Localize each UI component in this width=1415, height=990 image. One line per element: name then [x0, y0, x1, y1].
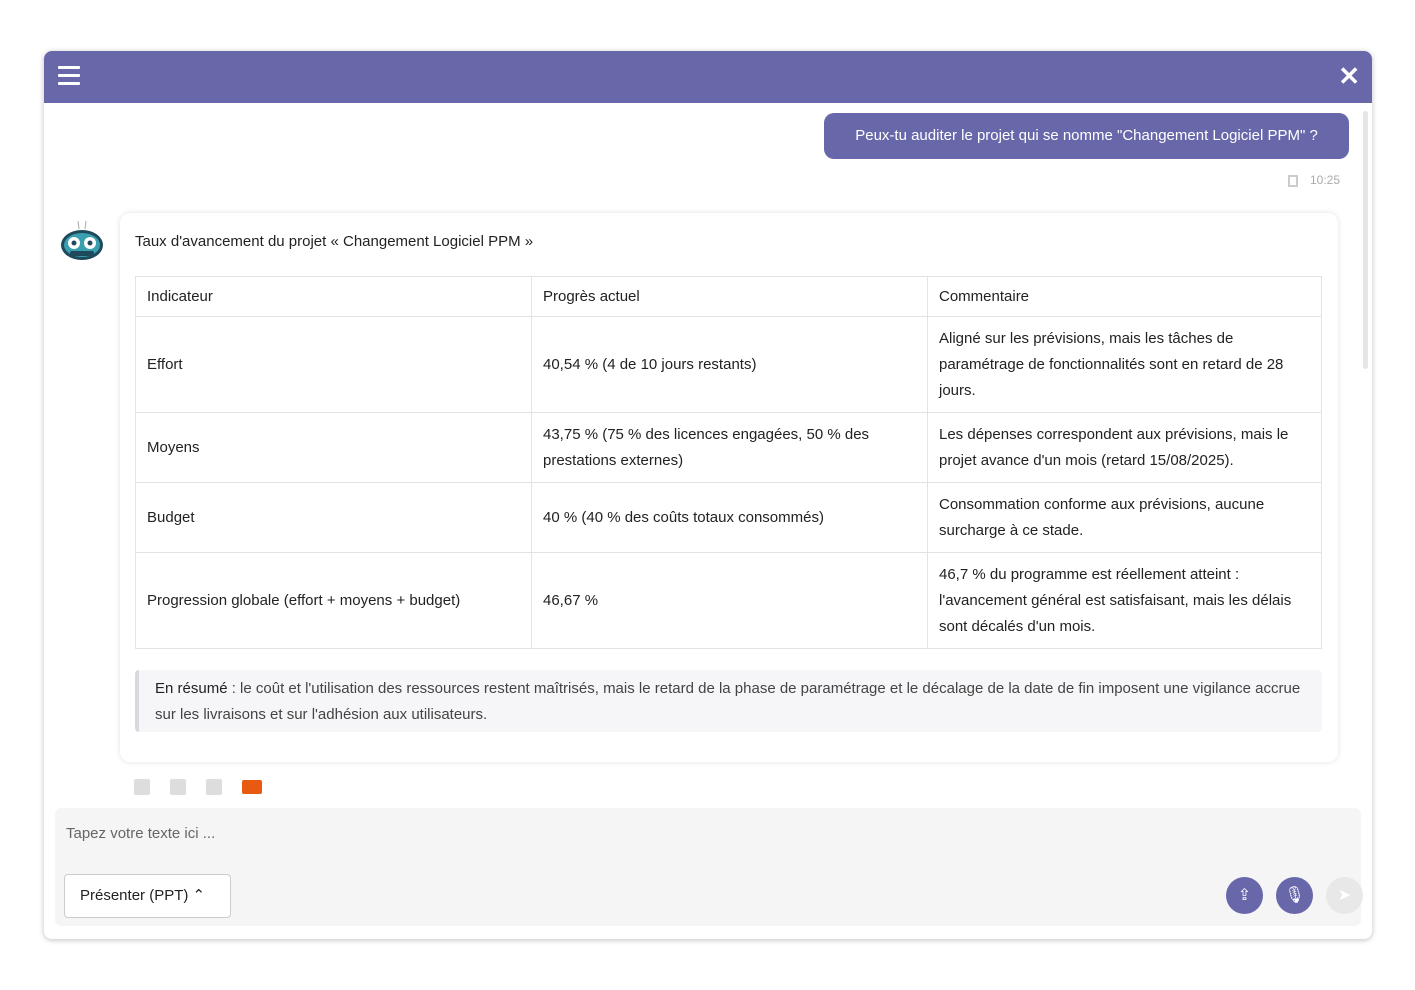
cell: 40 % (40 % des coûts totaux consommés) [531, 482, 928, 553]
chevron-up-icon: ⌃ [192, 887, 206, 904]
column-header: Progrès actuel [531, 276, 928, 317]
cell: Aligné sur les prévisions, mais les tâch… [927, 316, 1322, 413]
cell: 43,75 % (75 % des licences engagées, 50 … [531, 412, 928, 483]
cell: Progression globale (effort + moyens + b… [135, 552, 532, 649]
video-icon[interactable] [242, 780, 262, 794]
column-header: Commentaire [927, 276, 1322, 317]
thumbs-down-icon[interactable] [206, 779, 222, 795]
copy-icon[interactable] [1287, 174, 1298, 187]
cell: 40,54 % (4 de 10 jours restants) [531, 316, 928, 413]
table-row: Budget 40 % (40 % des coûts totaux consom… [135, 482, 1322, 553]
header: ✕ [44, 51, 1372, 103]
timestamp: 10:25 [1309, 173, 1340, 187]
microphone-button[interactable]: 🎙 [1276, 877, 1313, 914]
cell: Les dépenses correspondent aux prévision… [927, 412, 1322, 483]
summary-block: En résumé : le coût et l'utilisation des… [135, 670, 1322, 732]
present-ppt-button[interactable]: Présenter (PPT) ⌃ [64, 874, 231, 918]
present-label: Présenter (PPT) [80, 887, 189, 904]
message-meta: 10:25 [1287, 173, 1340, 187]
user-message: Peux-tu auditer le projet qui se nomme "… [824, 113, 1349, 159]
scrollbar[interactable] [1363, 111, 1368, 369]
column-header: Indicateur [135, 276, 532, 317]
cell: 46,67 % [531, 552, 928, 649]
composer[interactable]: Tapez votre texte ici ... Présenter (PPT… [55, 808, 1363, 926]
table-row: Moyens 43,75 % (75 % des licences engagée… [135, 412, 1322, 483]
hamburger-icon[interactable] [58, 66, 80, 86]
copy-icon[interactable] [134, 779, 150, 795]
bot-message: Taux d'avancement du projet « Changement… [120, 213, 1338, 762]
cell: Consommation conforme aux prévisions, au… [927, 482, 1322, 553]
summary-label: En résumé [155, 680, 228, 697]
cell: Moyens [135, 412, 532, 483]
message-title: Taux d'avancement du projet « Changement… [135, 233, 534, 250]
chat-window: ✕ Peux-tu auditer le projet qui se nomme… [44, 51, 1372, 939]
message-input[interactable]: Tapez votre texte ici ... [66, 825, 216, 842]
message-actions [134, 779, 262, 795]
table-header: Indicateur Progrès actuel Commentaire [135, 276, 1322, 317]
close-icon[interactable]: ✕ [1338, 61, 1360, 91]
table-row: Effort 40,54 % (4 de 10 jours restants) Al… [135, 316, 1322, 413]
summary-text: : le coût et l'utilisation des ressource… [155, 680, 1301, 723]
progress-table: Indicateur Progrès actuel Commentaire Ef… [135, 276, 1322, 649]
table-row: Progression globale (effort + moyens + b… [135, 552, 1322, 649]
send-button[interactable]: ➤ [1326, 877, 1363, 914]
cell: Budget [135, 482, 532, 553]
cell: 46,7 % du programme est réellement attei… [927, 552, 1322, 649]
bot-avatar-icon [61, 220, 103, 260]
cell: Effort [135, 316, 532, 413]
upload-file-button[interactable]: ⇪ [1226, 877, 1263, 914]
thumbs-up-icon[interactable] [170, 779, 186, 795]
